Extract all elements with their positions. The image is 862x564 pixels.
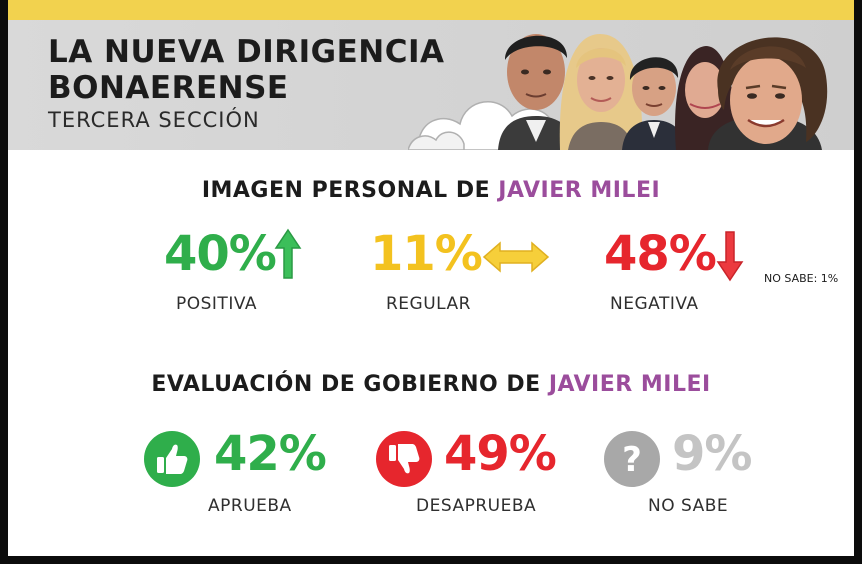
negativa-value: 48%	[604, 226, 717, 282]
question-icon: ?	[604, 431, 660, 487]
double-arrow-icon	[482, 241, 550, 273]
no-sabe-note: NO SABE: 1%	[764, 272, 839, 285]
politicians-photo-collage	[408, 34, 828, 150]
infographic: LA NUEVA DIRIGENCIA BONAERENSE TERCERA S…	[8, 0, 854, 556]
svg-text:?: ?	[622, 440, 642, 480]
portrait-5	[708, 37, 828, 150]
desaprueba-value: 49%	[444, 426, 557, 482]
section-title-imagen-prefix: IMAGEN PERSONAL DE	[201, 178, 499, 203]
section-title-imagen: IMAGEN PERSONAL DE JAVIER MILEI	[8, 178, 854, 203]
regular-value: 11%	[370, 226, 483, 282]
regular-label: REGULAR	[386, 294, 471, 314]
positiva-label: POSITIVA	[176, 294, 258, 314]
section-title-imagen-name: JAVIER MILEI	[498, 178, 661, 203]
aprueba-label: APRUEBA	[208, 496, 292, 516]
section-title-evaluacion: EVALUACIÓN DE GOBIERNO DE JAVIER MILEI	[8, 372, 854, 397]
no-sabe-label: NO SABE	[648, 496, 729, 516]
negativa-label: NEGATIVA	[610, 294, 699, 314]
arrow-down-icon	[716, 231, 744, 282]
header-subtitle: TERCERA SECCIÓN	[48, 108, 260, 132]
section-title-evaluacion-prefix: EVALUACIÓN DE GOBIERNO DE	[151, 372, 549, 397]
thumbs-down-icon	[376, 431, 432, 487]
aprueba-value: 42%	[214, 426, 327, 482]
header-banner: LA NUEVA DIRIGENCIA BONAERENSE TERCERA S…	[8, 20, 854, 150]
thumbs-up-icon	[144, 431, 200, 487]
portrait-1	[498, 34, 576, 150]
portrait-2	[559, 34, 643, 150]
header-title-line1: LA NUEVA DIRIGENCIA	[48, 34, 445, 70]
header-title-line2: BONAERENSE	[48, 70, 289, 106]
arrow-up-icon	[274, 228, 302, 279]
no-sabe-value: 9%	[672, 426, 752, 482]
section-title-evaluacion-name: JAVIER MILEI	[548, 372, 711, 397]
portrait-3	[622, 57, 686, 150]
top-yellow-bar	[8, 0, 854, 20]
desaprueba-label: DESAPRUEBA	[416, 496, 537, 516]
positiva-value: 40%	[164, 226, 277, 282]
